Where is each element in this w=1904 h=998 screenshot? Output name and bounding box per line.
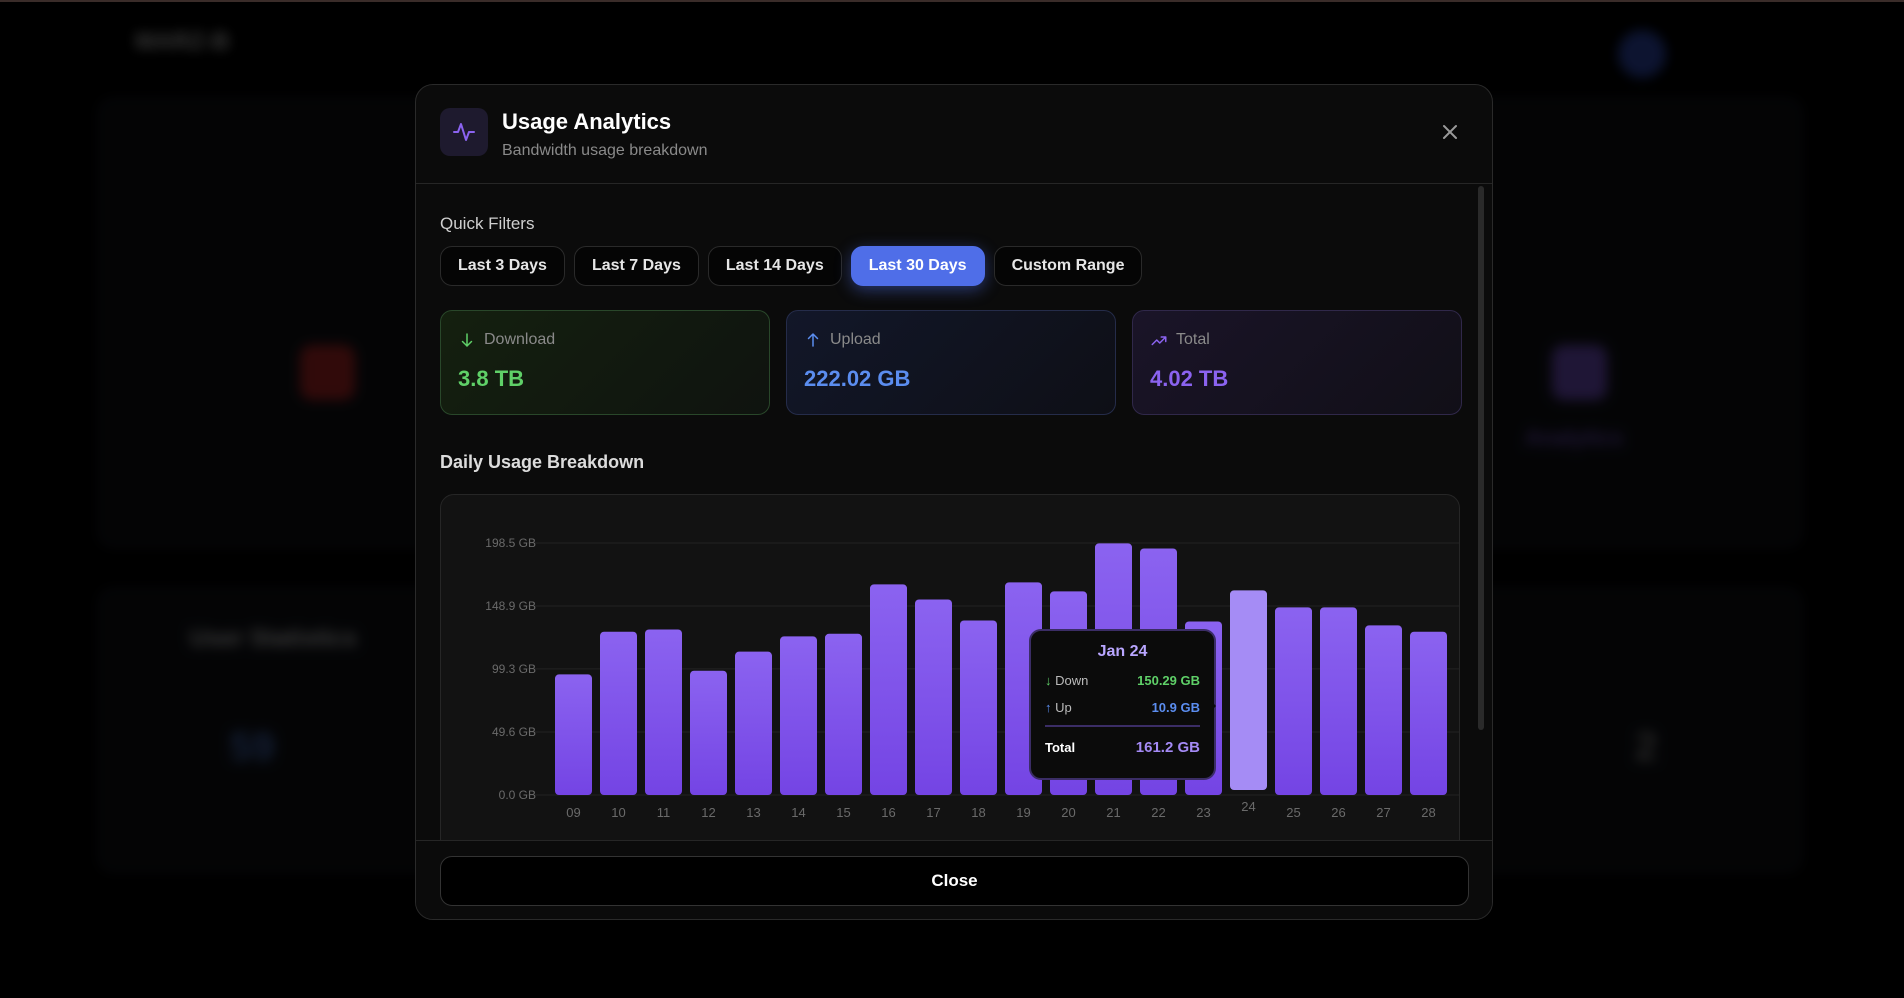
x-tick-label: 11 <box>657 805 671 820</box>
x-tick-label: 23 <box>1196 805 1210 820</box>
daily-usage-chart: 0.0 GB 49.6 GB 99.3 GB 148.9 GB 198.5 GB 09 10… <box>440 494 1460 840</box>
x-tick-label: 24 <box>1241 799 1255 814</box>
download-stat-card: Download 3.8 TB <box>440 310 770 415</box>
close-icon[interactable] <box>1438 120 1462 144</box>
bar-17 <box>915 599 952 795</box>
close-button[interactable]: Close <box>440 856 1469 906</box>
quick-filters: Last 3 Days Last 7 Days Last 14 Days Las… <box>440 246 1143 286</box>
usage-analytics-modal: Usage Analytics Bandwidth usage breakdow… <box>415 84 1493 920</box>
analytics-label: Analytics <box>1525 425 1623 450</box>
chart-title: Daily Usage Breakdown <box>440 452 645 472</box>
x-tick-label: 19 <box>1016 805 1030 820</box>
quick-filters-label: Quick Filters <box>440 214 535 233</box>
users-count: 59 <box>230 725 275 769</box>
bar-14 <box>780 636 817 795</box>
bar-28 <box>1410 631 1447 795</box>
tooltip-up-value: 10.9 GB <box>1151 700 1200 715</box>
brand-name: MARZ-B <box>135 28 230 55</box>
filter-custom-range[interactable]: Custom Range <box>993 246 1143 286</box>
x-tick-label: 25 <box>1286 805 1300 820</box>
x-tick-label: 28 <box>1421 805 1435 820</box>
x-tick-label: 10 <box>611 805 625 820</box>
modal-footer: Close <box>416 840 1492 919</box>
total-label: Total <box>1176 331 1210 348</box>
x-tick-label: 20 <box>1061 805 1075 820</box>
x-tick-label: 09 <box>566 805 580 820</box>
tooltip-down-value: 150.29 GB <box>1137 673 1200 688</box>
x-tick-label: 14 <box>791 805 805 820</box>
bar-11 <box>645 629 682 795</box>
tooltip-total-value: 161.2 GB <box>1135 739 1200 756</box>
x-tick-label: 26 <box>1331 805 1345 820</box>
x-tick-label: 17 <box>926 805 940 820</box>
y-tick-label: 49.6 GB <box>492 725 536 739</box>
modal-title: Usage Analytics <box>502 109 672 134</box>
tooltip-down-label: Down <box>1055 673 1089 688</box>
tooltip-up-label: Up <box>1055 700 1072 715</box>
trending-up-icon <box>1151 336 1167 346</box>
download-value: 3.8 TB <box>458 366 525 391</box>
total-stat-card: Total 4.02 TB <box>1132 310 1462 415</box>
activity-icon <box>440 108 488 156</box>
x-tick-label: 16 <box>881 805 895 820</box>
filter-last-30-days[interactable]: Last 30 Days <box>850 246 985 286</box>
tooltip-total-label: Total <box>1045 740 1076 755</box>
y-tick-label: 148.9 GB <box>485 599 536 613</box>
chart-tooltip: Jan 24 ↓ Down 150.29 GB ↑ Up 10.9 GB Total… <box>1029 629 1216 780</box>
upload-value: 222.02 GB <box>804 366 911 391</box>
bar-27 <box>1365 625 1402 795</box>
upload-label: Upload <box>830 331 881 348</box>
arrow-down-icon <box>461 333 473 348</box>
bar-15 <box>825 633 862 795</box>
bar-13 <box>735 651 772 795</box>
x-tick-label: 27 <box>1376 805 1390 820</box>
x-tick-label: 12 <box>701 805 715 820</box>
arrow-up-icon <box>807 332 819 347</box>
bar-24 <box>1230 590 1267 790</box>
tooltip-date: Jan 24 <box>1097 643 1148 660</box>
total-value: 4.02 TB <box>1150 366 1229 391</box>
download-label: Download <box>484 331 556 348</box>
arrow-down-icon: ↓ <box>1045 673 1052 688</box>
upload-stat-card: Upload 222.02 GB <box>786 310 1116 415</box>
bar-12 <box>690 670 727 795</box>
y-tick-label: 198.5 GB <box>485 536 536 550</box>
x-tick-label: 22 <box>1151 805 1165 820</box>
x-tick-label: 13 <box>746 805 760 820</box>
bar-chart: 0.0 GB 49.6 GB 99.3 GB 148.9 GB 198.5 GB 09 10… <box>485 536 1459 820</box>
bar-25 <box>1275 607 1312 795</box>
y-tick-label: 99.3 GB <box>492 662 536 676</box>
bar-18 <box>960 620 997 795</box>
other-count: 2 <box>1635 725 1658 769</box>
x-tick-label: 15 <box>836 805 850 820</box>
modal-body: Quick Filters Last 3 Days Last 7 Days La… <box>416 184 1492 840</box>
usage-stats: Download 3.8 TB Upload 222.02 GB Total 4… <box>440 310 1462 415</box>
filter-last-7-days[interactable]: Last 7 Days <box>573 246 699 286</box>
window-top-border <box>0 0 1904 2</box>
bar-10 <box>600 631 637 795</box>
filter-last-14-days[interactable]: Last 14 Days <box>707 246 842 286</box>
y-tick-label: 0.0 GB <box>499 788 536 802</box>
section-title: User Statistics <box>190 625 357 652</box>
filter-last-3-days[interactable]: Last 3 Days <box>440 246 565 286</box>
scrollbar[interactable] <box>1478 186 1484 730</box>
arrow-up-icon: ↑ <box>1045 700 1052 715</box>
bar-09 <box>555 674 592 795</box>
bar-16 <box>870 584 907 795</box>
modal-header: Usage Analytics Bandwidth usage breakdow… <box>416 85 1492 184</box>
bar-26 <box>1320 607 1357 795</box>
x-tick-label: 18 <box>971 805 985 820</box>
x-tick-label: 21 <box>1106 805 1120 820</box>
modal-subtitle: Bandwidth usage breakdown <box>502 142 708 159</box>
